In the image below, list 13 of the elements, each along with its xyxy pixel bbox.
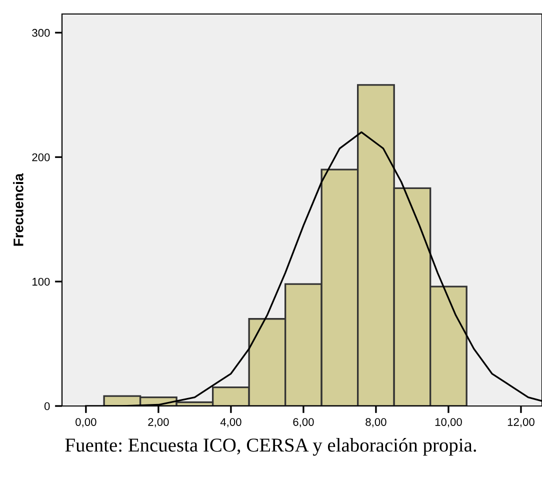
x-tick-label: 6,00 [293, 418, 314, 428]
x-tick-label: 2,00 [148, 418, 169, 428]
y-axis-title: Frecuencia [13, 173, 24, 246]
x-tick-label: 4,00 [220, 418, 242, 428]
x-tick-label: 10,00 [435, 418, 462, 428]
x-tick-label: 0,00 [76, 418, 96, 428]
x-tick-label: 8,00 [366, 418, 386, 428]
y-tick-label: 0 [44, 402, 50, 410]
y-tick-label: 100 [32, 278, 50, 286]
y-tick-label: 300 [32, 28, 50, 37]
y-tick-label: 200 [32, 153, 50, 162]
source-note: Fuente: Encuesta ICO, CERSA y elaboración propia. [65, 438, 476, 456]
x-tick-label: 12,00 [508, 418, 534, 428]
